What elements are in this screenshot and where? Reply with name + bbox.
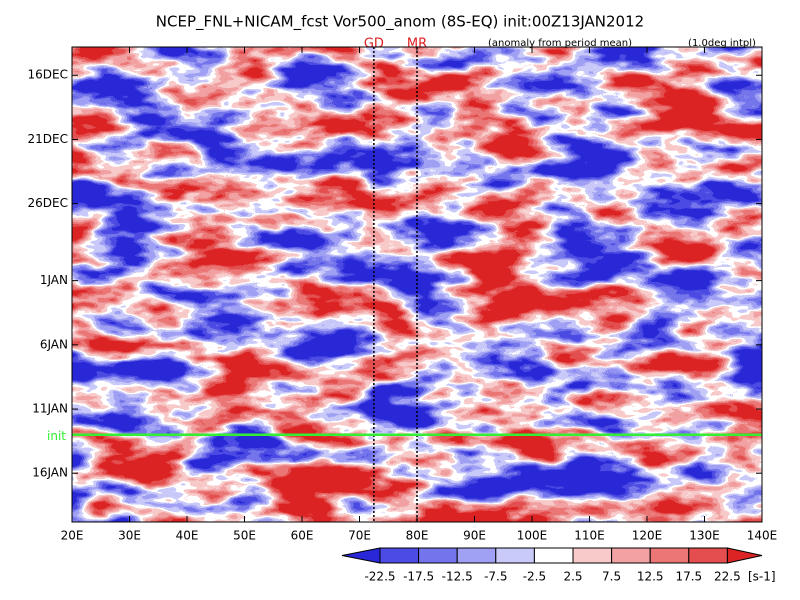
y-tick-label: 16JAN <box>32 466 68 480</box>
colorbar-segment <box>572 547 613 564</box>
x-tick-label: 20E <box>61 529 84 543</box>
colorbar-segment <box>688 547 728 564</box>
x-tick-label: 60E <box>291 529 314 543</box>
x-tick-label: 40E <box>176 529 199 543</box>
y-tick-label: 26DEC <box>28 196 68 210</box>
x-tick-label: 100E <box>517 529 548 543</box>
colorbar-label: 2.5 <box>563 570 582 584</box>
colorbar-segment <box>495 547 535 564</box>
colorbar-label: -17.5 <box>403 570 434 584</box>
y-tick-label: 1JAN <box>40 273 68 287</box>
colorbar-label: -7.5 <box>484 570 507 584</box>
y-tick-label: 11JAN <box>32 402 68 416</box>
colorbar-segment <box>456 547 497 564</box>
colorbar-arrow <box>341 547 381 564</box>
colorbar-arrow <box>726 547 763 564</box>
colorbar-segment <box>611 547 651 564</box>
colorbar-label: 17.5 <box>675 570 702 584</box>
x-tick-label: 110E <box>574 529 605 543</box>
colorbar-segment <box>418 547 458 564</box>
colorbar-label: 22.5 <box>714 570 741 584</box>
colorbar-segment <box>379 547 420 564</box>
colorbar-label: 12.5 <box>637 570 664 584</box>
x-tick-label: 90E <box>463 529 486 543</box>
y-tick-label: 16DEC <box>28 68 68 82</box>
x-tick-label: 70E <box>348 529 371 543</box>
colorbar-label: -2.5 <box>523 570 546 584</box>
x-tick-label: 50E <box>233 529 256 543</box>
x-tick-label: 30E <box>118 529 141 543</box>
colorbar-segment <box>649 547 690 564</box>
colorbar-segment <box>533 547 574 564</box>
x-tick-label: 80E <box>406 529 429 543</box>
annotation: (anomaly from period mean) <box>488 38 632 49</box>
reference-label: GD <box>364 37 384 52</box>
colorbar-label: -22.5 <box>364 570 395 584</box>
reference-label: MR <box>407 37 427 52</box>
y-tick-label: 6JAN <box>40 337 68 351</box>
chart-title: NCEP_FNL+NICAM_fcst Vor500_anom (8S-EQ) … <box>156 13 644 32</box>
x-tick-label: 140E <box>747 529 778 543</box>
annotation: (1.0deg intpl) <box>688 38 756 49</box>
init-label: init <box>47 429 66 443</box>
colorbar-unit: [s-1] <box>748 570 776 584</box>
x-tick-label: 120E <box>632 529 663 543</box>
x-tick-label: 130E <box>689 529 720 543</box>
colorbar-label: -12.5 <box>442 570 473 584</box>
y-tick-label: 21DEC <box>28 132 68 146</box>
colorbar-label: 7.5 <box>602 570 621 584</box>
